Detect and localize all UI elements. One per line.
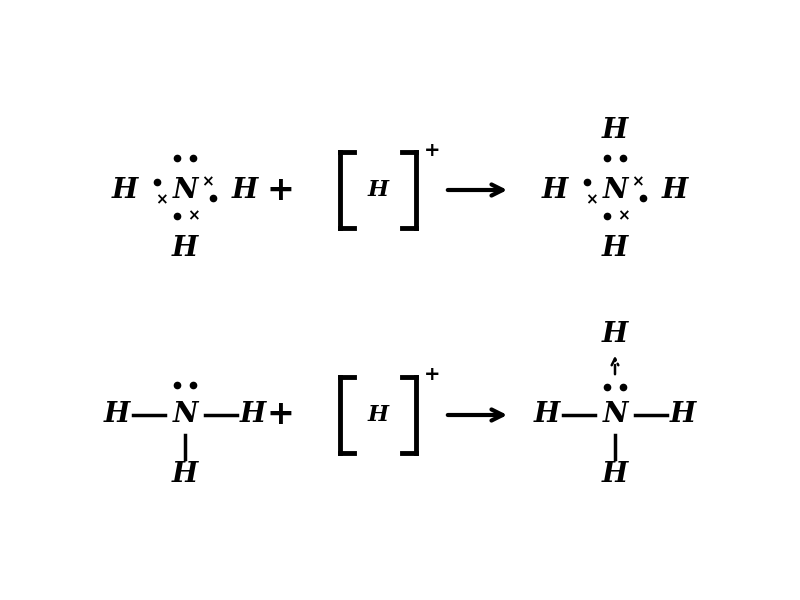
- Text: H: H: [602, 461, 628, 488]
- Text: H: H: [112, 176, 138, 203]
- Text: ×: ×: [585, 193, 598, 208]
- Text: H: H: [670, 401, 696, 428]
- Text: H: H: [104, 401, 130, 428]
- Text: ×: ×: [201, 175, 214, 190]
- Text: N: N: [602, 176, 628, 203]
- Text: H: H: [232, 176, 258, 203]
- Text: ×: ×: [617, 208, 630, 223]
- Text: +: +: [424, 140, 440, 160]
- Text: H: H: [662, 176, 688, 203]
- Text: +: +: [266, 398, 294, 431]
- Text: N: N: [602, 401, 628, 428]
- Text: +: +: [424, 365, 440, 385]
- Text: ×: ×: [154, 193, 167, 208]
- Text: H: H: [602, 235, 628, 262]
- Text: ×: ×: [630, 175, 643, 190]
- Text: H: H: [172, 235, 198, 262]
- Text: H: H: [602, 322, 628, 349]
- Text: H: H: [602, 116, 628, 143]
- Text: H: H: [542, 176, 568, 203]
- Text: H: H: [172, 461, 198, 488]
- Text: H: H: [367, 404, 389, 426]
- Text: N: N: [172, 176, 198, 203]
- Text: H: H: [367, 179, 389, 201]
- Text: +: +: [266, 173, 294, 206]
- Text: N: N: [172, 401, 198, 428]
- Text: ×: ×: [186, 208, 199, 223]
- Text: H: H: [240, 401, 266, 428]
- Text: H: H: [534, 401, 560, 428]
